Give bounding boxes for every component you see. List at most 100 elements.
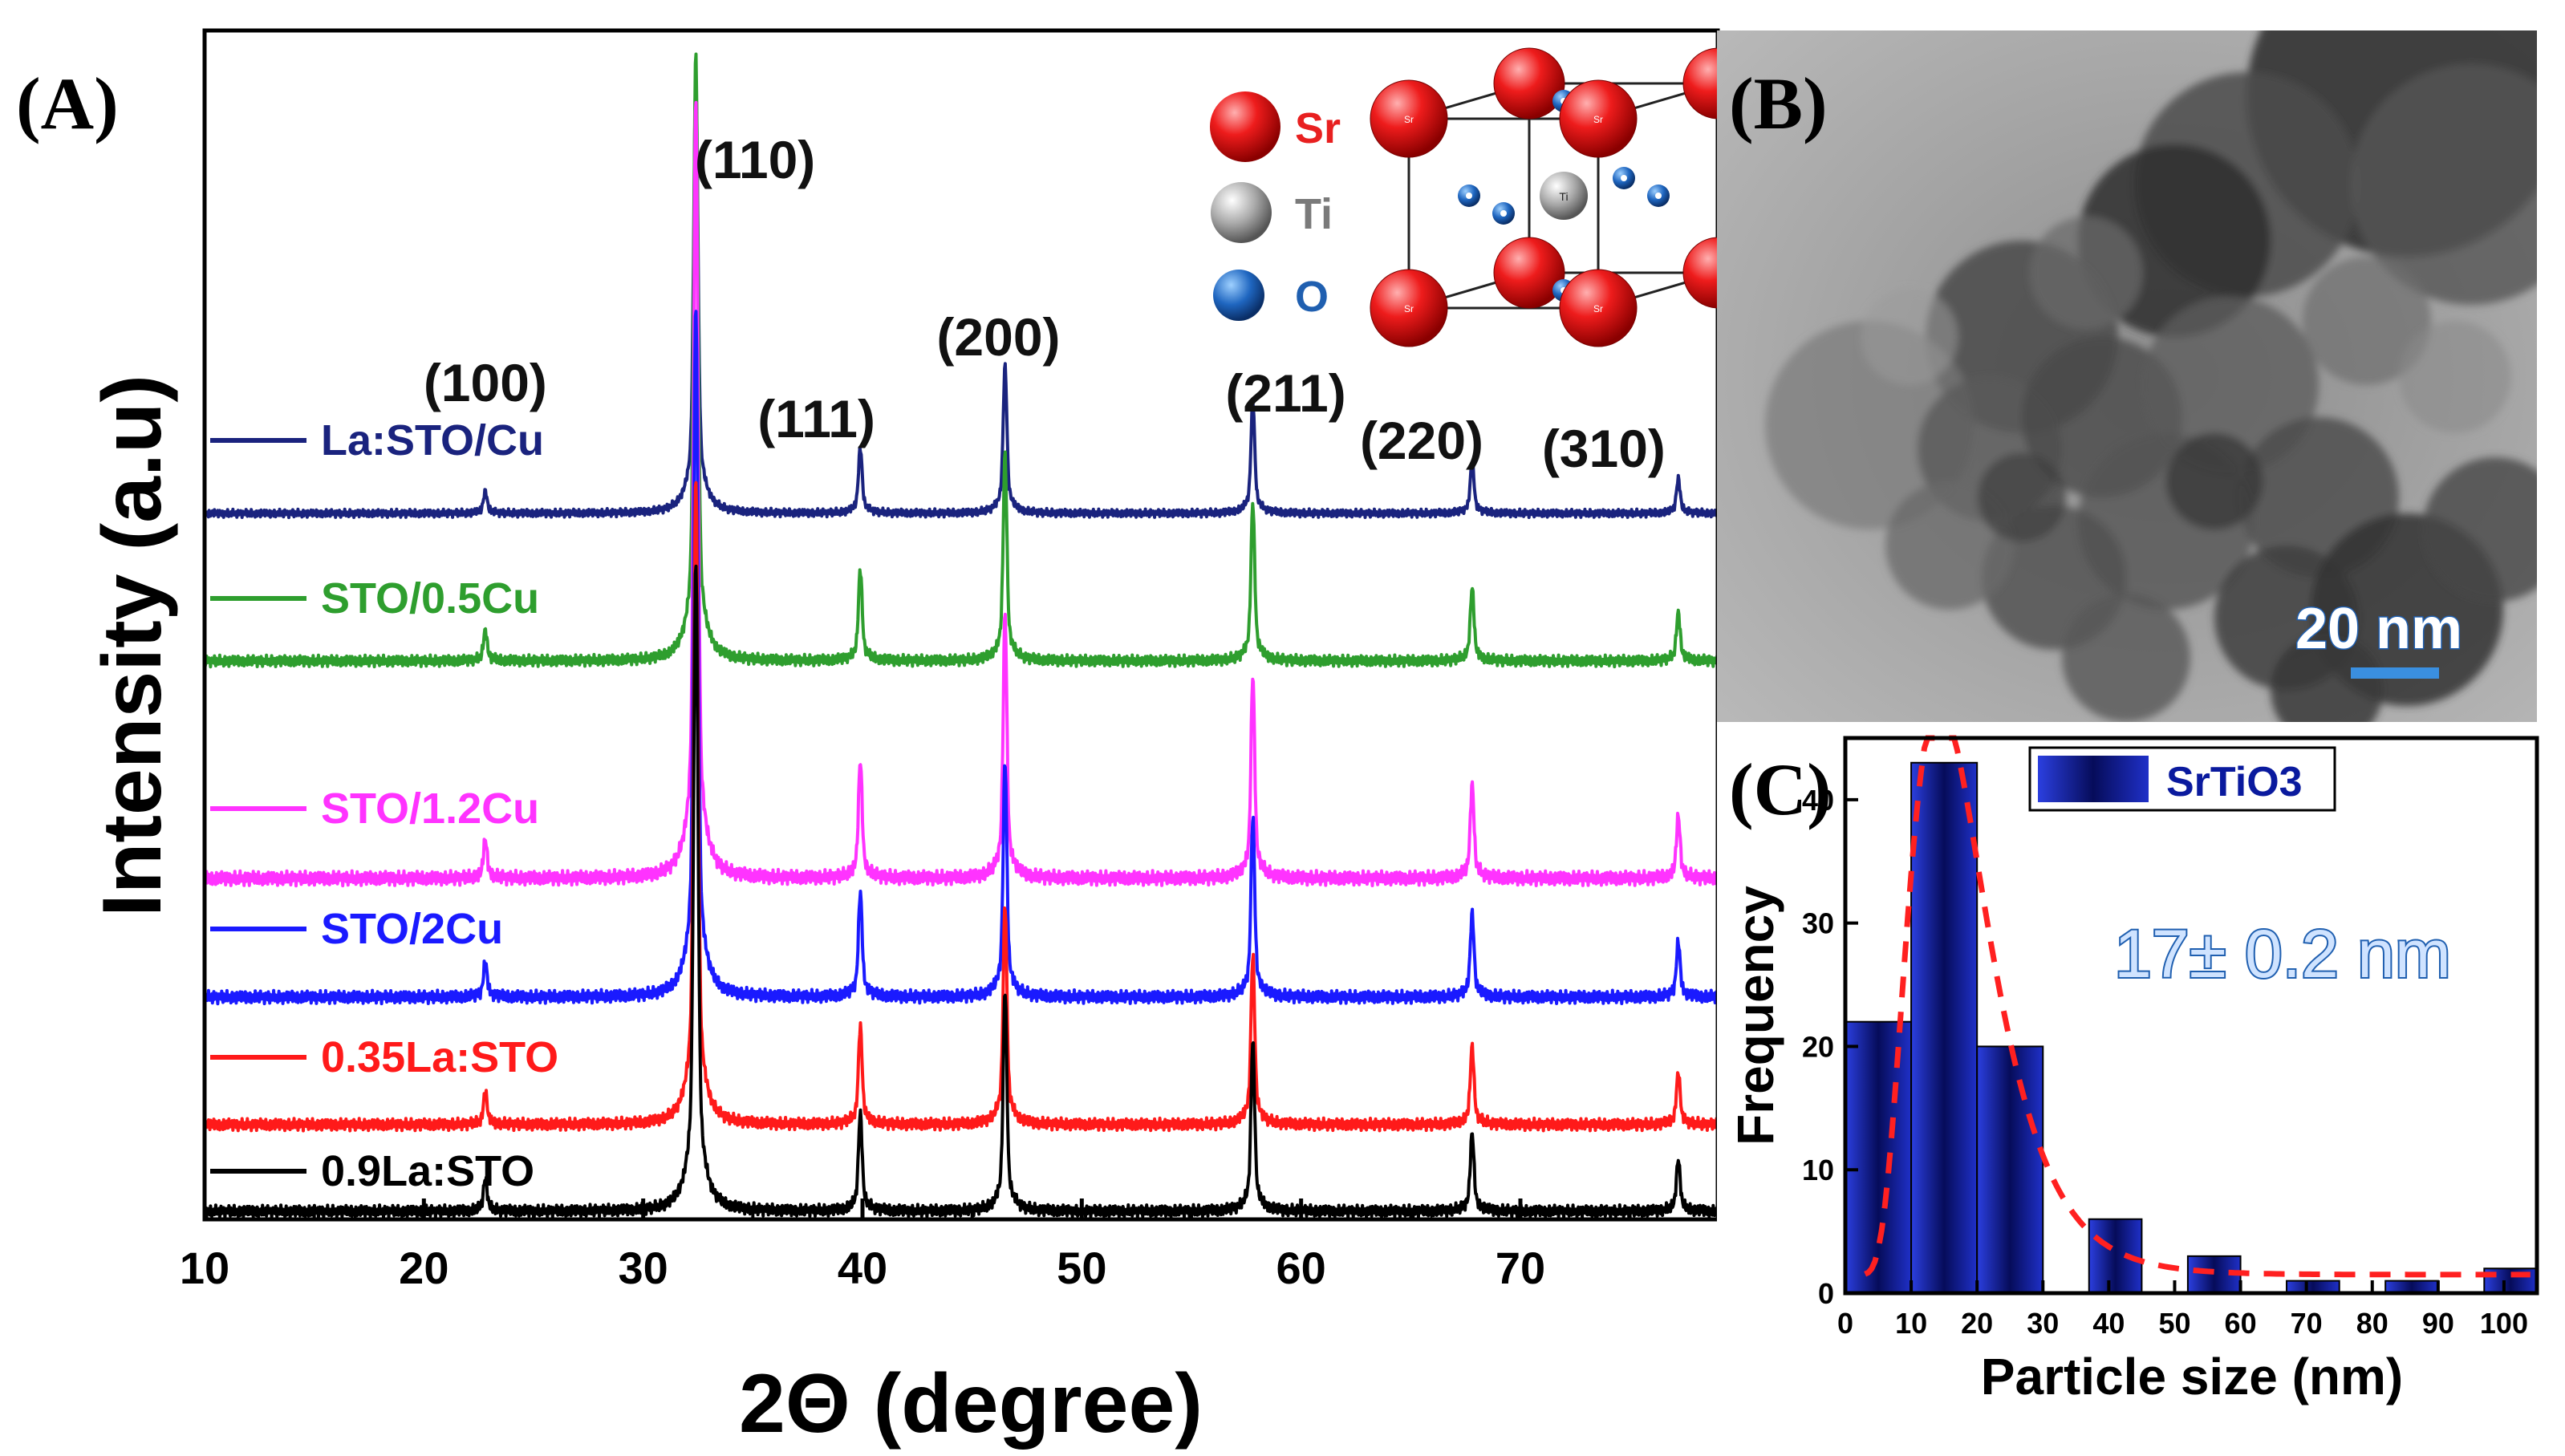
xrd-x-axis-title: 2Θ (degree) [739, 1357, 1203, 1450]
histogram-legend-label: SrTiO3 [2166, 759, 2303, 805]
xrd-x-tick-label: 60 [1276, 1243, 1326, 1293]
histogram-x-tick-label: 80 [2356, 1307, 2388, 1340]
o-atom-center [1655, 193, 1662, 199]
tem-particle [2030, 217, 2142, 329]
sr-atom [1559, 79, 1638, 158]
o-atom-label: O [1295, 273, 1329, 321]
xrd-panel: (A) La:STO/Cu STO/0.5Cu STO/1.2Cu STO/2Cu 0.… [16, 28, 1755, 1450]
xrd-traces [203, 52, 1719, 1219]
tem-particle [2166, 433, 2263, 529]
tem-particle [2062, 594, 2190, 722]
sr-atom [1493, 47, 1565, 120]
tem-particle [1861, 289, 1958, 385]
xrd-legend-label: La:STO/Cu [321, 416, 544, 464]
histogram-y-axis: 0 10 20 30 40 [1802, 784, 1858, 1310]
xrd-y-axis-title: Intensity (a.u) [86, 375, 179, 917]
histogram-x-tick-label: 60 [2225, 1307, 2257, 1340]
tem-particle [2351, 64, 2537, 305]
xrd-x-tick-label: 20 [399, 1243, 448, 1293]
o-legend-atom [1213, 270, 1264, 321]
xrd-series-line [203, 310, 1719, 1006]
histogram-x-tick-label: 70 [2291, 1307, 2323, 1340]
mean-size-annotation: 17± 0.2 nm [2114, 916, 2451, 992]
xrd-x-tick-label: 10 [180, 1243, 229, 1293]
sr-atom-tag: Sr [1593, 303, 1603, 314]
histogram-y-tick-label: 40 [1802, 784, 1834, 817]
xrd-x-tick-label: 70 [1496, 1243, 1545, 1293]
histogram-x-tick-label: 10 [1895, 1307, 1927, 1340]
scale-bar-label: 20 nm [2295, 597, 2462, 661]
histogram-x-tick-label: 50 [2158, 1307, 2190, 1340]
histogram-x-tick-label: 30 [2027, 1307, 2059, 1340]
sr-atom [1493, 237, 1565, 309]
histogram-x-axis-title: Particle size (nm) [1981, 1348, 2403, 1405]
histogram-fit-curve [1864, 735, 2531, 1278]
xrd-legend-label: 0.35La:STO [321, 1033, 558, 1081]
o-atom-center [1500, 210, 1507, 217]
histogram-y-tick-label: 0 [1818, 1277, 1834, 1310]
tem-particle [2303, 257, 2431, 385]
tem-particle [2271, 634, 2383, 722]
xrd-peak-label: (211) [1225, 363, 1345, 423]
histogram-legend-swatch [2038, 756, 2149, 802]
histogram-x-tick-label: 0 [1837, 1307, 1853, 1340]
tem-nanoparticles [1765, 30, 2537, 722]
sr-atom [1370, 269, 1448, 347]
o-atom-center [1466, 193, 1472, 199]
tem-particle [1978, 453, 2066, 541]
histogram-y-tick-label: 30 [1802, 907, 1834, 940]
histogram-bar [1845, 1020, 1913, 1294]
ti-atom-label: Ti [1295, 190, 1333, 238]
histogram-plot-frame [1843, 736, 2539, 1296]
sr-atom [1559, 269, 1638, 347]
panel-label-a: (A) [16, 63, 119, 144]
histogram-x-tick-label: 100 [2480, 1307, 2528, 1340]
histogram-bar [1910, 761, 1979, 1294]
xrd-legend: La:STO/Cu STO/0.5Cu STO/1.2Cu STO/2Cu 0.35La… [210, 416, 558, 1195]
xrd-legend-label: STO/1.2Cu [321, 785, 539, 833]
xrd-x-tick-label: 40 [838, 1243, 887, 1293]
xrd-series-line [203, 481, 1719, 1133]
xrd-series-line [203, 100, 1719, 888]
sr-atom-tag: Sr [1404, 303, 1414, 314]
histogram-x-tick-label: 40 [2092, 1307, 2125, 1340]
panel-label-b: (B) [1729, 63, 1828, 144]
histogram-x-tick-label: 20 [1961, 1307, 1993, 1340]
xrd-peak-label: (310) [1542, 419, 1666, 478]
xrd-peak-label: (111) [757, 389, 875, 448]
perovskite-unit-cell: Ti Sr Sr Sr Sr [1370, 47, 1755, 347]
xrd-series-line [203, 77, 1719, 520]
xrd-peak-label: (100) [424, 353, 547, 412]
crystal-structure-inset: Sr Ti O Ti Sr Sr Sr Sr [1210, 47, 1755, 347]
xrd-x-tick-label: 30 [619, 1243, 668, 1293]
histogram-x-tick-label: 90 [2422, 1307, 2454, 1340]
tem-particle [2142, 297, 2319, 473]
xrd-series-line [203, 564, 1719, 1219]
histogram-bar [1976, 1045, 2044, 1294]
histogram-x-axis: 0 10 20 30 40 50 60 70 80 90 100 [1837, 1280, 2528, 1340]
xrd-legend-label: 0.9La:STO [321, 1147, 534, 1195]
histogram-y-tick-label: 20 [1802, 1030, 1834, 1063]
xrd-x-axis: 10 20 30 40 50 60 70 [180, 1198, 1632, 1293]
xrd-legend-label: STO/0.5Cu [321, 574, 539, 623]
histogram-bars [1845, 761, 2538, 1295]
xrd-peak-label: (220) [1360, 411, 1483, 470]
sr-atom-tag: Sr [1404, 114, 1414, 125]
xrd-x-tick-label: 50 [1057, 1243, 1106, 1293]
scale-bar [2351, 667, 2439, 679]
xrd-peak-labels: (100) (110) (111) (200) (211) (220) (310) [424, 130, 1666, 478]
xrd-peak-label: (110) [695, 130, 815, 189]
histogram-y-axis-title: Frequency [1727, 886, 1784, 1146]
ti-legend-atom [1211, 182, 1272, 243]
o-atom-center [1621, 175, 1627, 181]
sr-atom [1370, 79, 1448, 158]
tem-panel: (B) 20 nm [1717, 30, 2537, 722]
xrd-peak-label: (200) [936, 307, 1060, 367]
xrd-legend-label: STO/2Cu [321, 905, 503, 953]
ti-atom [1540, 172, 1588, 220]
panel-label-c: (C) [1729, 748, 1832, 830]
sr-atom-label: Sr [1295, 104, 1341, 152]
size-histogram-panel: 0 10 20 30 40 50 60 70 80 90 100 0 10 20 30 40 (C) SrT… [1717, 722, 2565, 1456]
sr-legend-atom [1210, 91, 1280, 162]
